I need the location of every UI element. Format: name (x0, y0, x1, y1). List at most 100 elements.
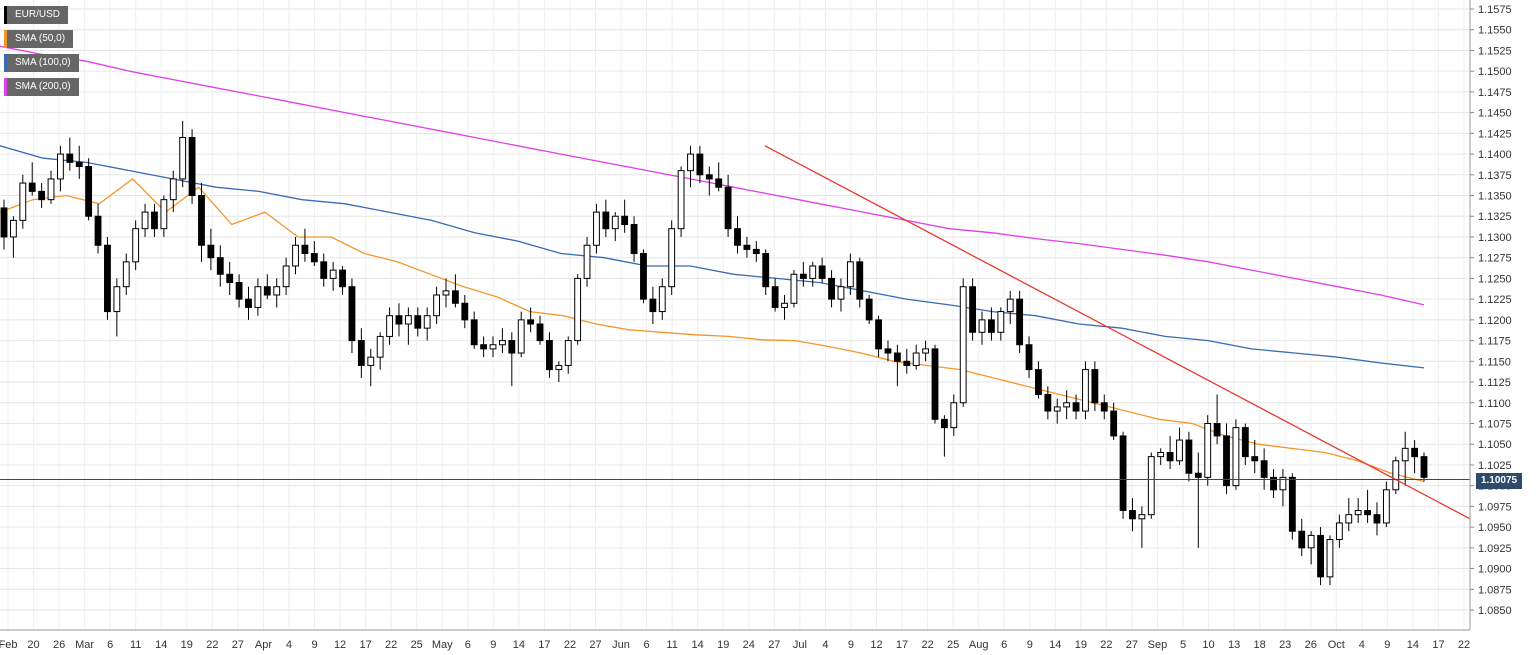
candle-down (640, 253, 647, 300)
candle-down (1270, 476, 1277, 491)
x-tick-label: 12 (334, 639, 346, 651)
y-tick-label: 1.1225 (1478, 294, 1512, 306)
y-tick-label: 1.1025 (1478, 460, 1512, 472)
candle-down (1072, 402, 1080, 412)
candle-down (1185, 439, 1193, 474)
candle-down (1025, 344, 1033, 371)
candle-down (1260, 460, 1268, 478)
y-tick-label: 1.1375 (1478, 170, 1512, 182)
candle-down (1016, 298, 1024, 346)
candle-down (235, 282, 243, 300)
candle-up (113, 286, 121, 313)
candle-up (790, 273, 798, 304)
candle-down (1288, 476, 1296, 532)
y-tick-label: 1.1525 (1478, 45, 1512, 57)
candle-up (1232, 427, 1240, 487)
x-tick-label: 17 (896, 639, 908, 651)
sma100-path (0, 145, 1425, 369)
candle-down (1298, 530, 1306, 549)
candle-up (687, 153, 694, 172)
candle-up (1401, 447, 1409, 462)
x-tick-label: 27 (1126, 639, 1138, 651)
candle-up (57, 153, 64, 180)
y-tick-label: 1.0875 (1478, 584, 1512, 596)
candle-up (837, 286, 845, 300)
candle-down (621, 215, 629, 226)
candle-up (677, 170, 685, 230)
candle-down (1035, 369, 1042, 395)
y-tick-label: 1.1125 (1478, 377, 1511, 389)
trendline (764, 145, 1471, 520)
x-tick-label: 14 (155, 639, 167, 651)
x-tick-label: 24 (743, 639, 755, 651)
candle-down (705, 174, 713, 180)
y-tick-label: 1.1575 (1478, 4, 1512, 16)
x-tick-label: 11 (666, 639, 677, 651)
candle-down (151, 211, 158, 230)
y-tick-label: 1.1275 (1478, 253, 1512, 265)
candle-down (339, 269, 346, 288)
x-tick-label: Mar (75, 639, 94, 651)
candle-down (1364, 510, 1371, 516)
candle-up (611, 215, 619, 230)
x-tick-label: 22 (1458, 639, 1470, 651)
candle-up (169, 178, 177, 201)
candle-down (395, 315, 403, 325)
candle-down (734, 228, 741, 246)
candle-down (696, 153, 704, 176)
candle-up (329, 269, 337, 279)
candle-up (254, 286, 262, 308)
candle-down (1317, 534, 1324, 578)
x-tick-label: 18 (1254, 639, 1266, 651)
candle-up (564, 340, 572, 366)
candle-up (376, 335, 384, 358)
x-tick-label: 14 (692, 639, 704, 651)
candle-down (85, 166, 93, 217)
candle-down (94, 215, 102, 246)
candle-up (1335, 522, 1343, 541)
candle-up (1326, 539, 1334, 578)
x-tick-label: 4 (1359, 639, 1365, 651)
candle-up (1053, 406, 1061, 412)
candle-up (282, 265, 290, 288)
candle-up (809, 265, 817, 279)
x-axis: Feb 20 26 Mar 6 11 14 19 22 27 Apr 4 9 12 17 22 25 May 6 9 1… (0, 639, 1470, 651)
y-tick-label: 1.1425 (1478, 128, 1512, 140)
y-tick-label: 1.1350 (1478, 191, 1512, 203)
x-tick-label: 19 (717, 639, 729, 651)
candle-down (207, 244, 215, 259)
candle-down (988, 319, 995, 333)
x-tick-label: 17 (1432, 639, 1444, 651)
x-tick-label: 9 (848, 639, 854, 651)
x-tick-label: 6 (644, 639, 650, 651)
x-tick-label: 22 (921, 639, 933, 651)
candle-up (959, 286, 967, 404)
candle-down (1411, 447, 1419, 458)
candle-up (978, 319, 986, 333)
x-tick-label: 19 (1075, 639, 1087, 651)
y-tick-label: 1.0950 (1478, 522, 1512, 534)
x-tick-label: 13 (1228, 639, 1240, 651)
x-tick-label: 9 (1384, 639, 1390, 651)
candle-up (132, 228, 140, 263)
x-tick-label: 10 (1202, 639, 1214, 651)
candle-up (1147, 456, 1155, 516)
candle-up (423, 315, 431, 329)
x-tick-label: 14 (513, 639, 525, 651)
candle-up (141, 211, 149, 230)
candle-down (38, 190, 46, 201)
candle-down (216, 257, 224, 275)
candle-up (47, 178, 55, 201)
candle-down (320, 261, 328, 279)
candle-up (498, 340, 506, 346)
candle-up (1354, 510, 1362, 516)
candle-down (508, 340, 516, 354)
candle-down (752, 248, 760, 255)
candle-down (630, 224, 638, 255)
x-tick-label: 27 (589, 639, 601, 651)
candle-up (658, 286, 666, 313)
y-tick-label: 1.0850 (1478, 605, 1512, 617)
candle-down (546, 340, 553, 371)
candle-up (160, 199, 168, 230)
